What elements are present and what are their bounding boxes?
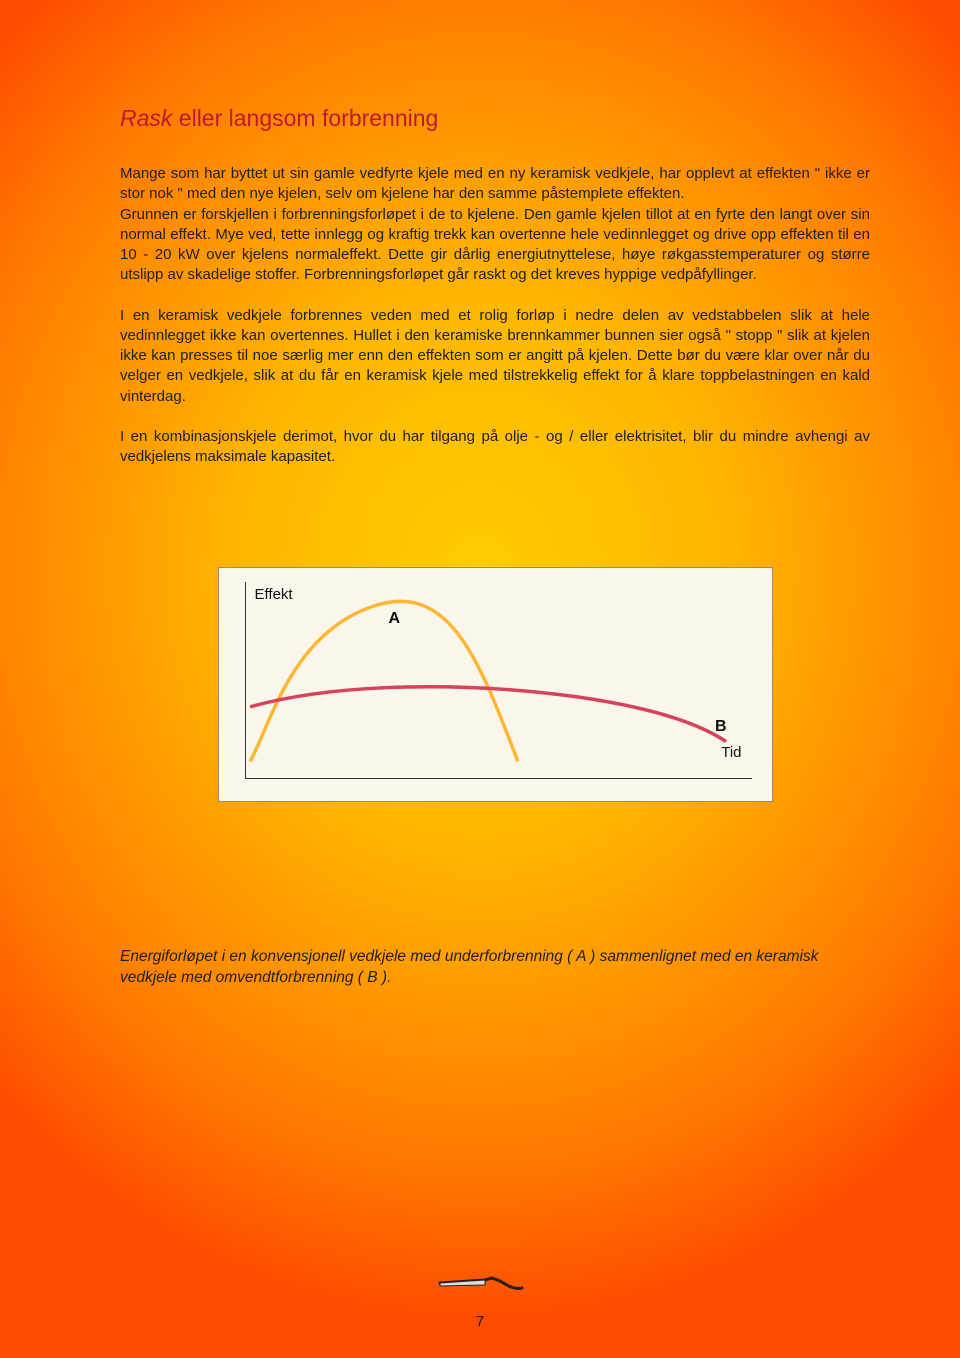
title-rest: eller langsom forbrenning xyxy=(172,105,438,131)
paragraph-1: Mange som har byttet ut sin gamle vedfyr… xyxy=(120,164,870,205)
chart-label-b: B xyxy=(715,718,727,736)
chart-caption: Energiforløpet i en konvensjonell vedkje… xyxy=(120,947,870,989)
paragraph-4: I en kombinasjonskjele derimot, hvor du … xyxy=(120,427,870,468)
paragraph-3: I en keramisk vedkjele forbrennes veden … xyxy=(120,306,870,407)
chart-label-a: A xyxy=(389,610,401,628)
page-number: 7 xyxy=(476,1313,484,1330)
title-italic: Rask xyxy=(120,105,172,131)
curve-a xyxy=(250,602,518,762)
chart-curves xyxy=(219,568,772,801)
curve-b xyxy=(250,687,726,742)
pen-icon xyxy=(430,1268,530,1298)
paragraph-2: Grunnen er forskjellen i forbrenningsfor… xyxy=(120,205,870,286)
combustion-chart: Effekt A B Tid xyxy=(218,567,773,802)
chart-x-label: Tid xyxy=(721,744,741,761)
chart-y-label: Effekt xyxy=(255,586,293,603)
page-title: Rask eller langsom forbrenning xyxy=(120,105,870,132)
